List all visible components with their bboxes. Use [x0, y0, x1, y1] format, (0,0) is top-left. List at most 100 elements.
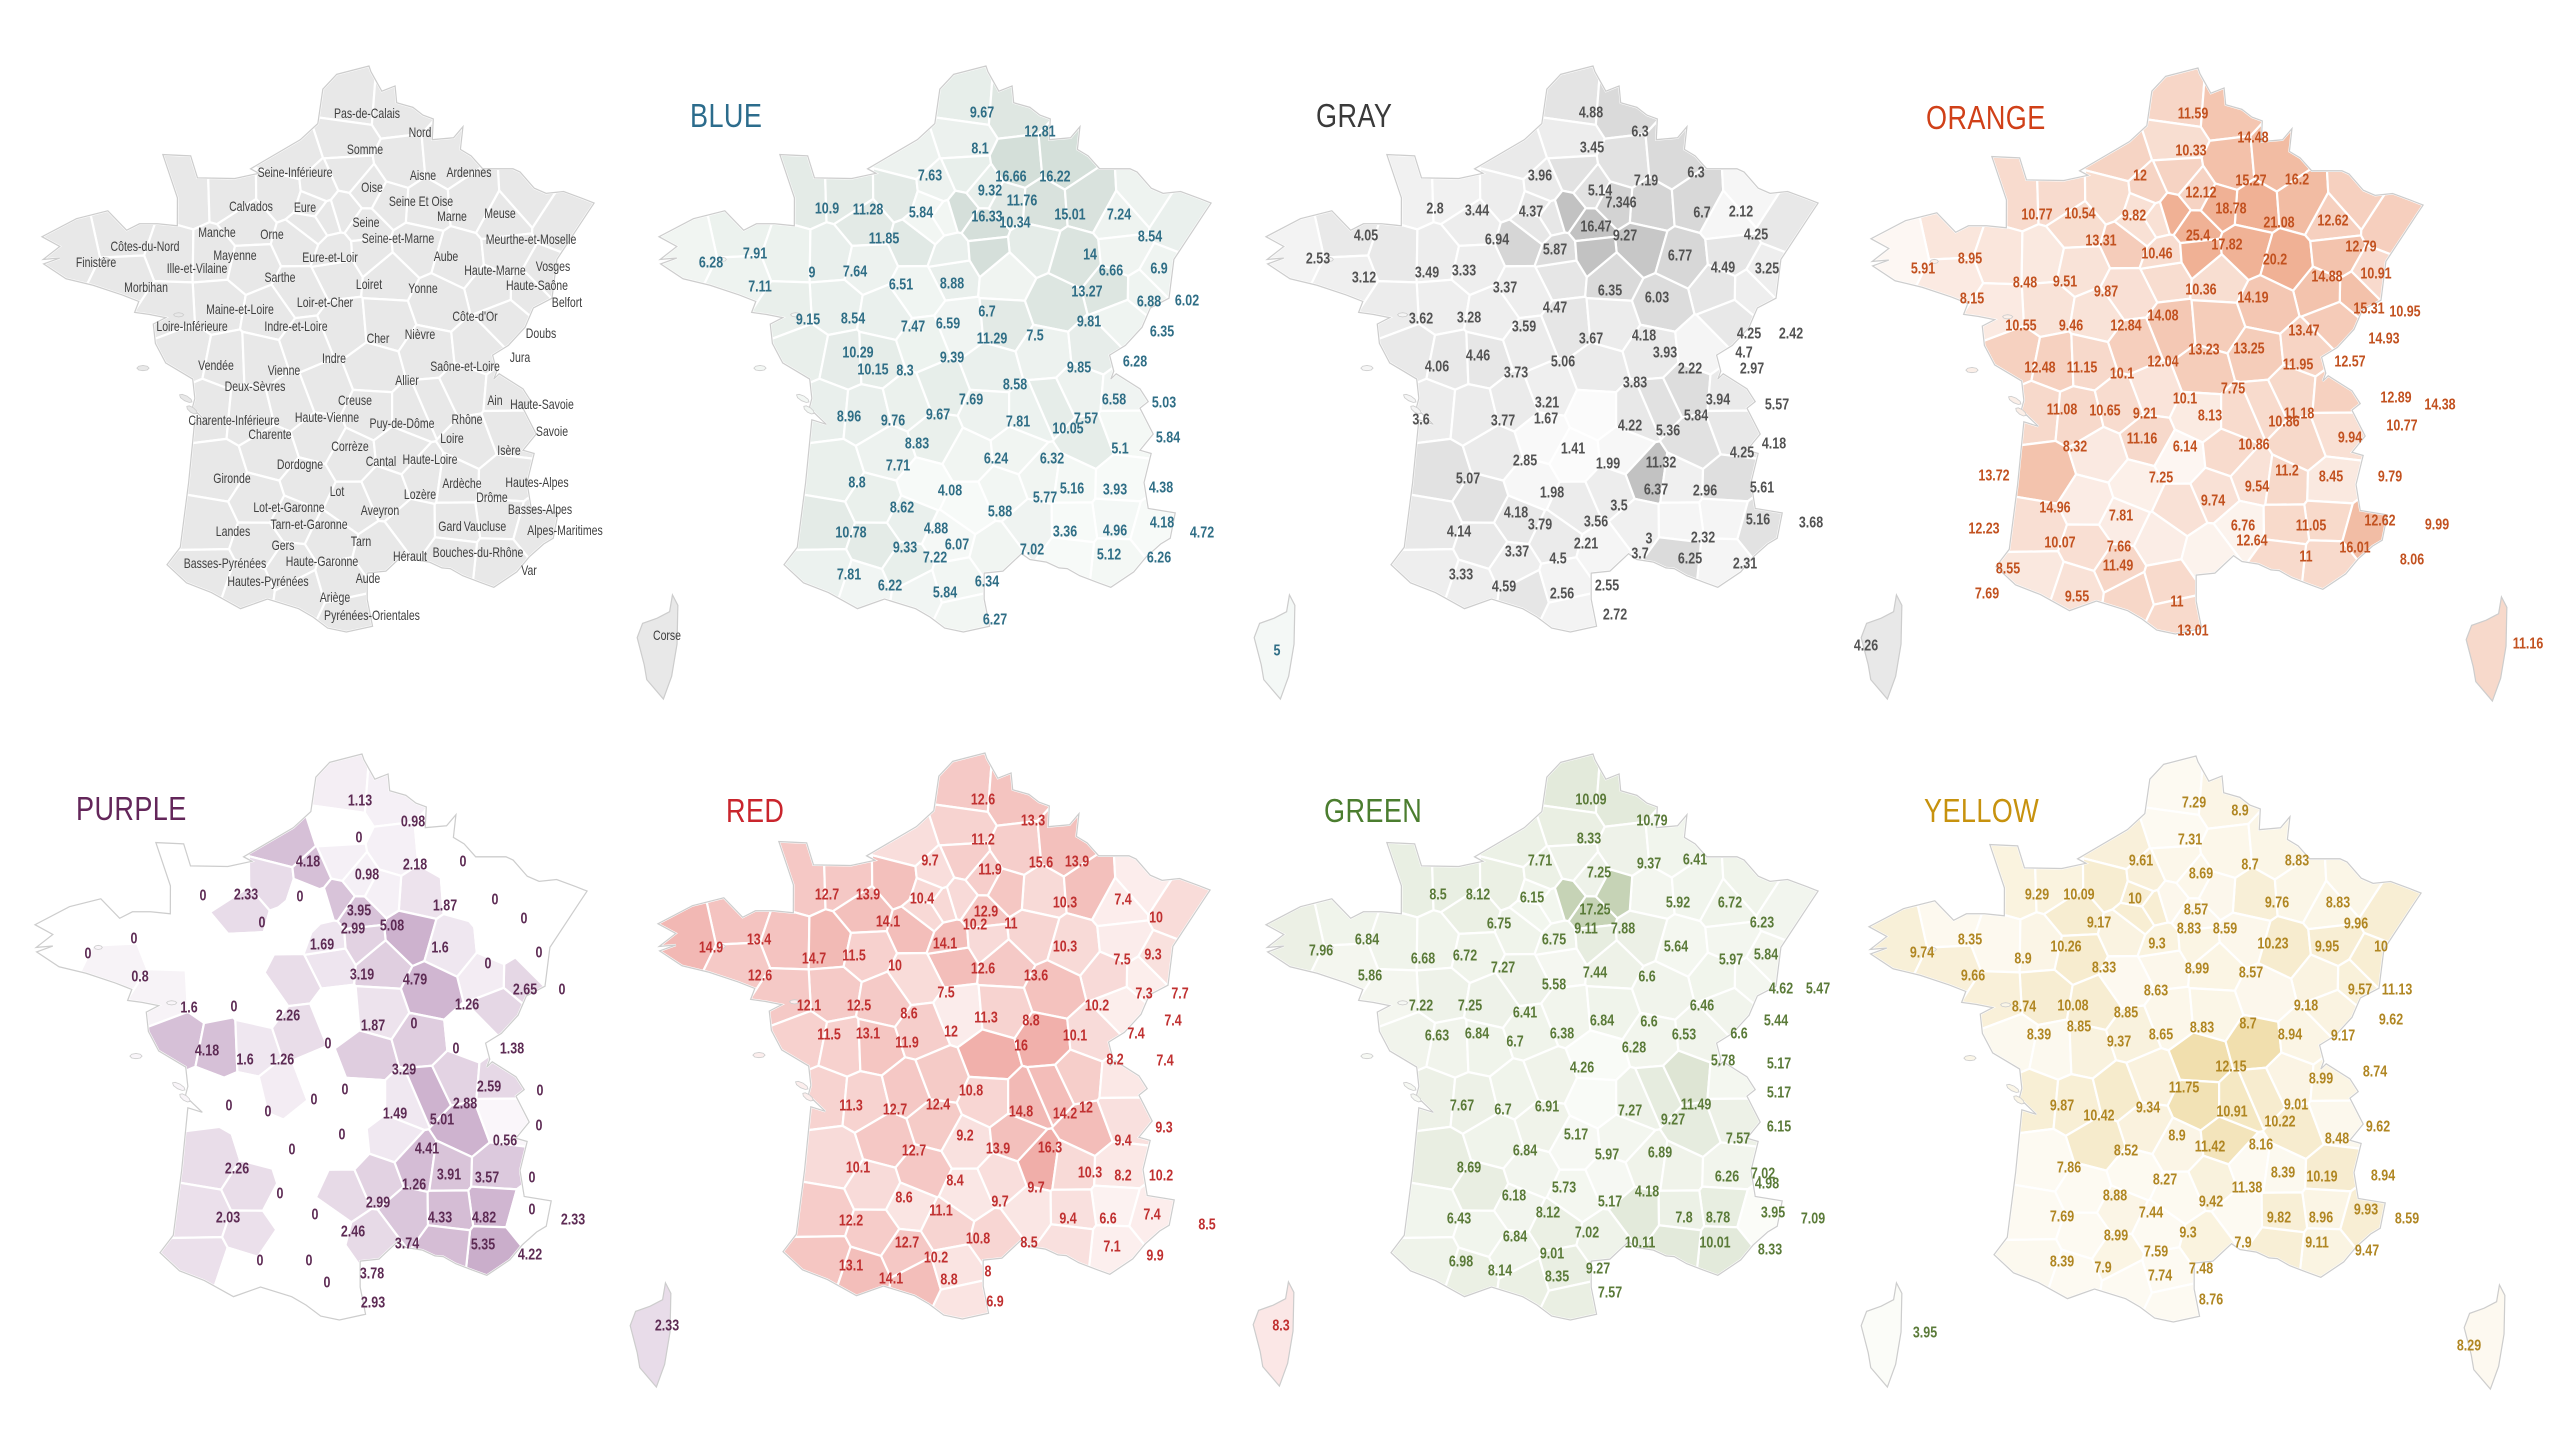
svg-text:14: 14: [1083, 246, 1097, 264]
svg-text:3.95: 3.95: [1761, 1204, 1785, 1222]
svg-text:3.19: 3.19: [350, 966, 374, 984]
svg-text:Lot-et-Garonne: Lot-et-Garonne: [253, 500, 325, 516]
svg-text:11.08: 11.08: [2047, 401, 2078, 419]
svg-text:0: 0: [131, 930, 138, 948]
svg-text:9.32: 9.32: [978, 182, 1002, 200]
svg-text:3.78: 3.78: [360, 1265, 384, 1283]
svg-text:Aube: Aube: [434, 249, 459, 265]
svg-text:1.87: 1.87: [433, 897, 457, 915]
svg-text:5.47: 5.47: [1806, 980, 1830, 998]
svg-text:8.76: 8.76: [2199, 1291, 2223, 1309]
svg-text:9.17: 9.17: [2331, 1027, 2355, 1045]
svg-text:8.35: 8.35: [1545, 1268, 1569, 1286]
svg-text:11.29: 11.29: [977, 330, 1008, 348]
svg-text:7.64: 7.64: [843, 263, 867, 281]
svg-text:10.1: 10.1: [1063, 1027, 1087, 1045]
svg-text:10.23: 10.23: [2257, 935, 2288, 953]
svg-text:9.39: 9.39: [940, 349, 964, 367]
svg-text:9.62: 9.62: [2379, 1011, 2403, 1029]
svg-text:1.38: 1.38: [500, 1040, 524, 1058]
svg-text:3.96: 3.96: [1528, 167, 1552, 185]
svg-text:8.83: 8.83: [2326, 894, 2350, 912]
svg-text:11.2: 11.2: [971, 831, 995, 849]
svg-text:8.96: 8.96: [2309, 1209, 2333, 1227]
svg-text:Vaucluse: Vaucluse: [464, 519, 507, 535]
svg-text:9.37: 9.37: [1637, 855, 1661, 873]
svg-text:15.31: 15.31: [2353, 300, 2384, 318]
svg-text:0.98: 0.98: [401, 813, 425, 831]
svg-text:8.39: 8.39: [2027, 1026, 2051, 1044]
svg-text:9.2: 9.2: [956, 1127, 973, 1145]
svg-text:3.25: 3.25: [1755, 260, 1779, 278]
svg-text:1.26: 1.26: [402, 1176, 426, 1194]
svg-text:9.93: 9.93: [2354, 1201, 2378, 1219]
svg-text:7.69: 7.69: [1975, 585, 1999, 603]
svg-text:3.68: 3.68: [1799, 514, 1823, 532]
svg-text:7.8: 7.8: [1675, 1209, 1692, 1227]
svg-text:8.59: 8.59: [2213, 920, 2237, 938]
svg-text:Côte-d'Or: Côte-d'Or: [452, 309, 497, 325]
svg-text:6.41: 6.41: [1683, 851, 1707, 869]
svg-text:10.46: 10.46: [2141, 245, 2172, 263]
svg-text:10.11: 10.11: [1625, 1234, 1656, 1252]
svg-text:3.7: 3.7: [1631, 545, 1648, 563]
svg-text:4.18: 4.18: [1150, 514, 1174, 532]
svg-text:4.25: 4.25: [1730, 444, 1754, 462]
svg-text:11.59: 11.59: [2178, 105, 2209, 123]
svg-text:2.88: 2.88: [453, 1095, 477, 1113]
svg-text:8.83: 8.83: [905, 435, 929, 453]
svg-text:7.47: 7.47: [901, 318, 925, 336]
svg-text:11.5: 11.5: [817, 1026, 841, 1044]
svg-text:12.1: 12.1: [797, 997, 821, 1015]
svg-text:8.8: 8.8: [848, 474, 865, 492]
svg-text:10.54: 10.54: [2064, 205, 2095, 223]
svg-text:7.7: 7.7: [1171, 985, 1188, 1003]
svg-text:14.1: 14.1: [879, 1270, 903, 1288]
svg-text:1.67: 1.67: [1534, 410, 1558, 428]
svg-text:8.85: 8.85: [2067, 1018, 2091, 1036]
svg-text:7.9: 7.9: [2234, 1234, 2251, 1252]
svg-text:7.71: 7.71: [1528, 852, 1552, 870]
svg-text:7.57: 7.57: [1598, 1284, 1622, 1302]
svg-text:Aisne: Aisne: [410, 168, 437, 184]
svg-text:Dordogne: Dordogne: [277, 457, 323, 473]
svg-text:Aude: Aude: [356, 571, 381, 587]
svg-text:9.51: 9.51: [2053, 273, 2077, 291]
svg-text:12.6: 12.6: [748, 967, 772, 985]
svg-text:0.56: 0.56: [493, 1132, 517, 1150]
svg-text:8.8: 8.8: [1022, 1012, 1039, 1030]
svg-text:6.53: 6.53: [1672, 1026, 1696, 1044]
svg-text:3.37: 3.37: [1505, 543, 1529, 561]
svg-text:3.73: 3.73: [1504, 364, 1528, 382]
svg-text:8.83: 8.83: [2285, 852, 2309, 870]
svg-text:6.3: 6.3: [1687, 164, 1704, 182]
svg-text:8.54: 8.54: [1138, 228, 1162, 246]
svg-text:Saône-et-Loire: Saône-et-Loire: [430, 359, 500, 375]
svg-text:10.77: 10.77: [2386, 417, 2417, 435]
svg-text:16: 16: [1014, 1037, 1028, 1055]
svg-text:10.2: 10.2: [1149, 1167, 1173, 1185]
svg-text:11: 11: [1004, 915, 1017, 933]
svg-text:13.3: 13.3: [1021, 812, 1045, 830]
svg-text:3.33: 3.33: [1452, 262, 1476, 280]
svg-text:4.49: 4.49: [1711, 259, 1735, 277]
svg-text:1.6: 1.6: [180, 999, 197, 1017]
svg-text:Ardennes: Ardennes: [446, 165, 491, 181]
svg-text:Allier: Allier: [395, 373, 418, 389]
svg-text:7.57: 7.57: [1726, 1130, 1750, 1148]
svg-text:14.8: 14.8: [1009, 1103, 1033, 1121]
svg-text:9.9: 9.9: [1146, 1247, 1163, 1265]
svg-text:Savoie: Savoie: [536, 424, 568, 440]
svg-text:6.88: 6.88: [1137, 293, 1161, 311]
svg-text:8.27: 8.27: [2153, 1171, 2177, 1189]
svg-text:5.14: 5.14: [1588, 182, 1612, 200]
svg-text:3.67: 3.67: [1579, 330, 1603, 348]
svg-text:10.79: 10.79: [1636, 812, 1667, 830]
svg-text:8.74: 8.74: [2012, 998, 2036, 1016]
svg-text:5.07: 5.07: [1456, 470, 1480, 488]
svg-text:2.56: 2.56: [1550, 585, 1574, 603]
svg-text:Seine: Seine: [353, 215, 380, 231]
svg-text:14.48: 14.48: [2237, 129, 2268, 147]
svg-text:6.76: 6.76: [2231, 517, 2255, 535]
svg-text:Corrèze: Corrèze: [331, 439, 369, 455]
